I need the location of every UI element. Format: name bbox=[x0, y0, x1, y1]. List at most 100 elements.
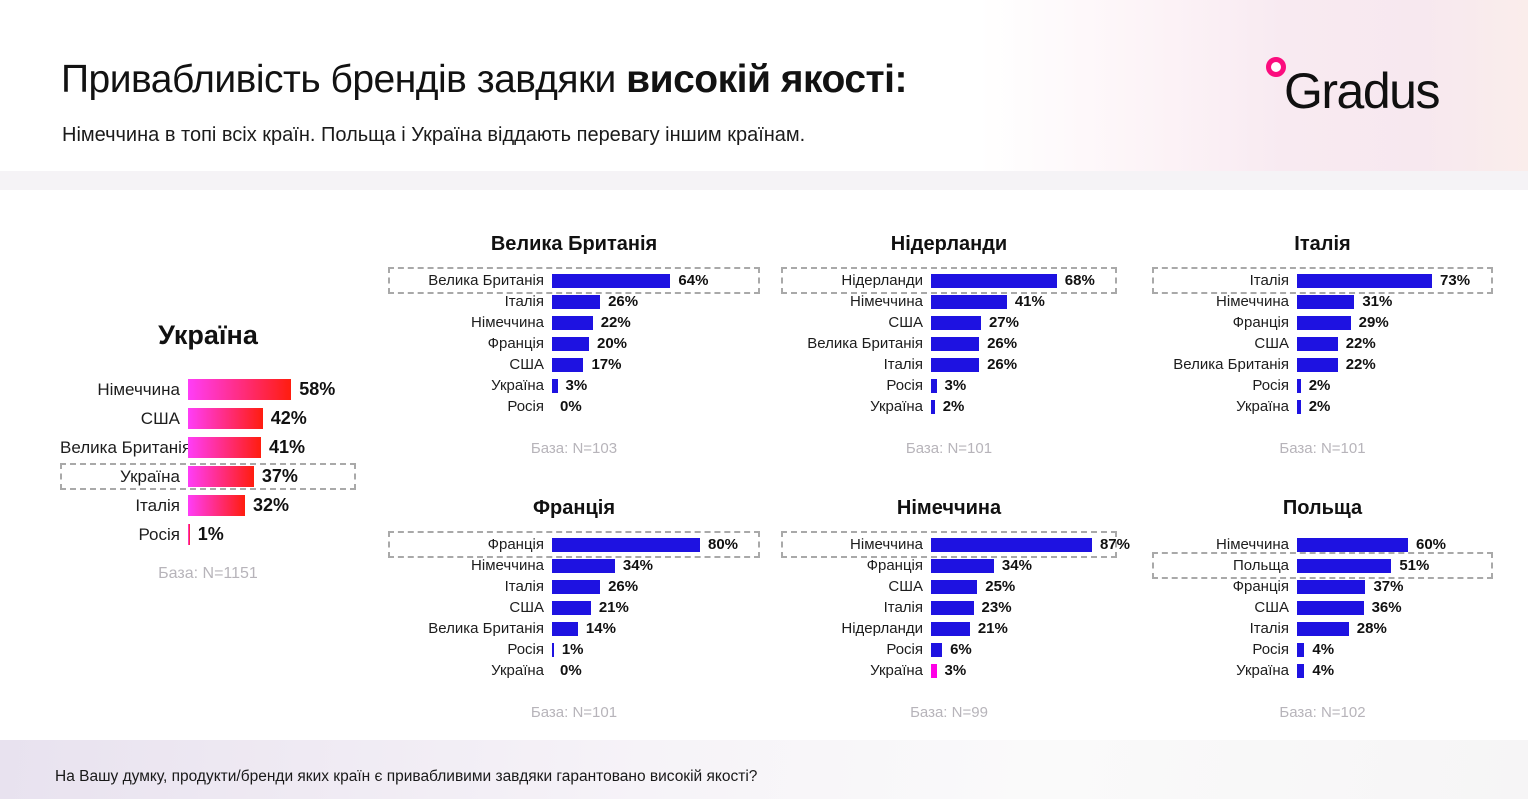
bar-value: 23% bbox=[981, 599, 1012, 616]
bar-label: Велика Британія bbox=[428, 620, 544, 637]
bar-label: Велика Британія bbox=[807, 335, 923, 352]
base-note: База: N=101 bbox=[905, 440, 993, 457]
bar-value: 0% bbox=[560, 662, 582, 679]
bar-row: Росія 1% bbox=[388, 639, 760, 660]
bar-row: Україна 3% bbox=[388, 375, 760, 396]
bar-label: Україна bbox=[1236, 398, 1289, 415]
page-subtitle: Німеччина в топі всіх країн. Польща і Ук… bbox=[62, 124, 806, 146]
bar-label: Італія bbox=[135, 495, 180, 515]
bar-row: США 42% bbox=[60, 404, 356, 433]
chart-france: Франція Франція 80% Німеччина 34% Італія 26% С… bbox=[388, 496, 760, 721]
chart-poland: Польща Німеччина 60% Польща 51% Франція 37% СШ… bbox=[1152, 496, 1493, 721]
bar bbox=[188, 408, 263, 429]
bar-value: 3% bbox=[565, 377, 588, 394]
bar bbox=[188, 379, 292, 400]
bar-row: Німеччина 58% bbox=[60, 375, 356, 404]
bar-value: 2% bbox=[942, 398, 965, 415]
bar-row: Німеччина 22% bbox=[388, 312, 760, 333]
chart-italy: Італія Італія 73% Німеччина 31% Франція 29% СШ… bbox=[1152, 232, 1493, 457]
bar-row: Німеччина 87% bbox=[781, 534, 1130, 555]
chart-rows: Італія 73% Німеччина 31% Франція 29% США 22% Вел… bbox=[1152, 267, 1493, 417]
bar-row: Росія 2% bbox=[1152, 375, 1493, 396]
bar-row: Нідерланди 21% bbox=[781, 618, 1117, 639]
bar-value: 60% bbox=[1416, 536, 1447, 553]
bar-value: 2% bbox=[1308, 377, 1331, 394]
bar-row: США 22% bbox=[1152, 333, 1493, 354]
chart-germany: Німеччина Німеччина 87% Франція 34% США 25% Іт… bbox=[781, 496, 1130, 721]
bar bbox=[1297, 336, 1338, 351]
bar bbox=[552, 642, 554, 657]
bar-label: Росія bbox=[507, 641, 544, 658]
bar bbox=[552, 600, 591, 615]
bar-row: Франція 80% bbox=[388, 534, 760, 555]
bar-row: США 17% bbox=[388, 354, 760, 375]
bar bbox=[1297, 663, 1305, 678]
bar-value: 22% bbox=[1345, 335, 1376, 352]
bar-row: Росія 4% bbox=[1152, 639, 1493, 660]
bar-label: Франція bbox=[866, 557, 923, 574]
bar-label: Франція bbox=[1232, 314, 1289, 331]
bar bbox=[1297, 558, 1392, 573]
bar bbox=[188, 466, 254, 487]
bar-label: Франція bbox=[487, 335, 544, 352]
bar-row: Франція 29% bbox=[1152, 312, 1493, 333]
bar bbox=[931, 558, 994, 573]
bar-row: Велика Британія 26% bbox=[781, 333, 1117, 354]
chart-title: Польща bbox=[1282, 497, 1363, 519]
bar bbox=[931, 537, 1092, 552]
bar-row: Україна 3% bbox=[781, 660, 1117, 681]
bar-row: Італія 73% bbox=[1152, 270, 1493, 291]
bar-label: Німеччина bbox=[471, 557, 544, 574]
bar-value: 3% bbox=[944, 377, 967, 394]
bar bbox=[1297, 621, 1349, 636]
bar-label: Італія bbox=[504, 578, 544, 595]
bar-value: 26% bbox=[608, 293, 639, 310]
chart-rows: Німеччина 58% США 42% Велика Британія 41% Укра… bbox=[60, 375, 356, 549]
bar-value: 87% bbox=[1099, 536, 1130, 553]
chart-title: Франція bbox=[532, 497, 615, 519]
bar-label: Росія bbox=[1252, 641, 1289, 658]
bar-row: Росія 3% bbox=[781, 375, 1117, 396]
bar-value: 31% bbox=[1362, 293, 1393, 310]
bar bbox=[552, 336, 589, 351]
bar bbox=[931, 579, 978, 594]
bar bbox=[931, 357, 980, 372]
base-note: База: N=103 bbox=[530, 440, 618, 457]
chart-netherlands: Нідерланди Нідерланди 68% Німеччина 41% США 2… bbox=[781, 232, 1117, 457]
bar-label: Україна bbox=[870, 662, 923, 679]
chart-title: Італія bbox=[1294, 233, 1351, 255]
bar-label: Німеччина bbox=[850, 536, 923, 553]
bar bbox=[188, 495, 245, 516]
bar-value: 29% bbox=[1358, 314, 1389, 331]
page-title-regular: Привабливість брендів завдяки bbox=[61, 58, 627, 101]
bar-value: 68% bbox=[1064, 272, 1095, 289]
bar bbox=[552, 378, 558, 393]
bar-value: 22% bbox=[600, 314, 631, 331]
bar-label: США bbox=[140, 408, 180, 428]
bar-label: США bbox=[509, 356, 544, 373]
bar-label: Росія bbox=[1252, 377, 1289, 394]
bar bbox=[931, 273, 1057, 288]
bar bbox=[1297, 642, 1305, 657]
bar bbox=[931, 378, 937, 393]
bar-label: Нідерланди bbox=[841, 620, 923, 637]
bar bbox=[552, 273, 671, 288]
bar-row: США 36% bbox=[1152, 597, 1493, 618]
bar-label: Франція bbox=[487, 536, 544, 553]
bar-row: Франція 34% bbox=[781, 555, 1117, 576]
bar-value: 28% bbox=[1356, 620, 1387, 637]
bar bbox=[1297, 294, 1355, 309]
bar-value: 64% bbox=[678, 272, 709, 289]
base-note: База: N=101 bbox=[530, 704, 618, 721]
bar-label: Італія bbox=[1249, 272, 1289, 289]
base-note: База: N=99 bbox=[910, 704, 988, 721]
header-background bbox=[0, 0, 1528, 171]
bar-label: Італія bbox=[1249, 620, 1289, 637]
bar-row: США 25% bbox=[781, 576, 1117, 597]
bar-value: 80% bbox=[708, 536, 739, 553]
base-note: База: N=101 bbox=[1279, 440, 1366, 457]
bar-value: 26% bbox=[987, 335, 1018, 352]
base-note: База: N=102 bbox=[1279, 704, 1366, 721]
bar-row: Італія 23% bbox=[781, 597, 1117, 618]
